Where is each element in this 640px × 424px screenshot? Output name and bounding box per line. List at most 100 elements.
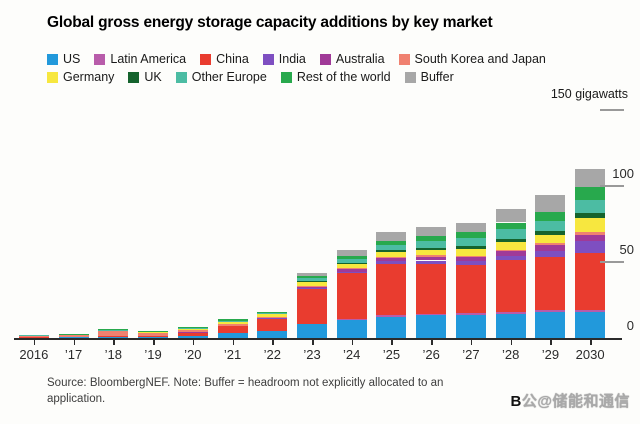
legend-swatch-icon (319, 53, 331, 65)
bar-segment (575, 231, 606, 235)
x-axis-label: ’23 (303, 347, 321, 362)
bar-18 (98, 110, 129, 338)
bar-segment (297, 288, 327, 324)
bar-segment (535, 245, 566, 251)
x-axis-label: ’17 (64, 347, 83, 362)
bar-23 (297, 110, 327, 338)
bar-segment (257, 312, 288, 314)
bar-segment (297, 277, 327, 281)
x-axis-tick (590, 340, 592, 345)
bar-segment (416, 236, 447, 241)
bar-segment (575, 217, 606, 232)
legend-swatch-icon (47, 53, 58, 65)
watermark-prefix: B (510, 393, 522, 410)
bar-segment (416, 249, 447, 256)
legend-row: US Latin America China India Australia South … (47, 52, 607, 66)
bar-21 (217, 110, 248, 338)
bar-segment (257, 316, 288, 318)
bar-segment (495, 229, 526, 239)
bar-segment (416, 240, 447, 248)
bar-segment (455, 264, 486, 314)
bar-segment (336, 271, 367, 273)
bar-segment (257, 331, 288, 338)
bar-segment (416, 255, 447, 257)
bar-segment (376, 315, 407, 317)
bar-segment (495, 208, 526, 223)
bar-segment (535, 256, 566, 310)
bar-segment (217, 323, 248, 326)
bar-26 (416, 110, 447, 338)
bar-segment (217, 319, 248, 321)
source-note: Source: BloombergNEF. Note: Buffer = hea… (47, 377, 444, 405)
legend-item: US (47, 52, 80, 66)
x-axis-label: ’27 (462, 347, 480, 362)
x-axis-tick (510, 340, 513, 345)
bar-segment (177, 335, 208, 338)
bar-segment (177, 328, 208, 330)
bar-25 (376, 110, 407, 338)
x-axis-tick (391, 340, 393, 345)
bar-segment (336, 269, 367, 272)
bar-segment (336, 272, 367, 319)
legend-item: UK (128, 70, 162, 84)
bar-segment (18, 335, 49, 337)
bar-segment (58, 333, 89, 335)
bar-segment (297, 281, 327, 283)
bar-segment (455, 222, 486, 232)
bar-segment (495, 251, 526, 256)
watermark: B公@储能和通信 (511, 390, 630, 411)
bar-segment (575, 168, 606, 187)
bar-segment (416, 260, 447, 264)
legend-item: Other Europe (175, 70, 267, 84)
legend-label: South Korea and Japan (414, 52, 546, 66)
x-axis-label: 2016 (19, 347, 49, 362)
legend-swatch-icon (280, 71, 292, 83)
bar-segment (138, 337, 169, 338)
bar-20 (177, 110, 208, 338)
legend: US Latin America China India Australia South … (47, 52, 607, 84)
legend-label: Rest of the world (296, 70, 391, 84)
bar-29 (535, 110, 566, 338)
y-axis-tick (600, 109, 624, 111)
legend-item: Buffer (404, 70, 454, 84)
bar-segment (138, 332, 169, 336)
legend-row: Germany UK Other Europe Rest of the world Bu… (47, 70, 607, 84)
x-axis-tick (312, 340, 314, 345)
bar-19 (138, 110, 169, 338)
y-axis-label: 100 (612, 166, 634, 181)
bar-segment (18, 335, 49, 337)
x-axis-label: ’22 (263, 347, 281, 362)
x-axis-tick (33, 340, 36, 345)
bar-segment (217, 320, 248, 322)
x-axis-line (14, 338, 622, 340)
bar-segment (336, 319, 367, 338)
x-axis-tick (192, 340, 195, 345)
bar-segment (297, 282, 327, 286)
bar-segment (495, 311, 526, 314)
x-axis-label: ’20 (184, 347, 202, 362)
legend-swatch-icon (262, 53, 274, 65)
bar-segment (98, 331, 129, 336)
bar-2016 (18, 110, 49, 338)
bar-segment (535, 220, 566, 232)
x-axis-tick (351, 340, 354, 345)
x-axis-label: ’26 (422, 347, 440, 362)
y-axis-label: 50 (619, 242, 634, 257)
bar-segment (297, 324, 327, 338)
bar-segment (58, 335, 89, 337)
y-axis-unit-label: 150 gigawatts (550, 87, 628, 101)
bar-segment (257, 313, 288, 315)
bar-segment (575, 234, 606, 241)
bar-segment (416, 315, 447, 338)
bar-segment (416, 256, 447, 261)
legend-swatch-icon (128, 71, 140, 83)
legend-swatch-icon (398, 53, 410, 65)
bar-segment (98, 335, 129, 338)
x-axis-label: ’25 (382, 347, 401, 362)
bar-segment (297, 287, 327, 289)
bar-segment (217, 326, 248, 333)
bar-segment (58, 336, 89, 338)
bar-segment (495, 313, 526, 338)
legend-swatch-icon (404, 71, 416, 83)
